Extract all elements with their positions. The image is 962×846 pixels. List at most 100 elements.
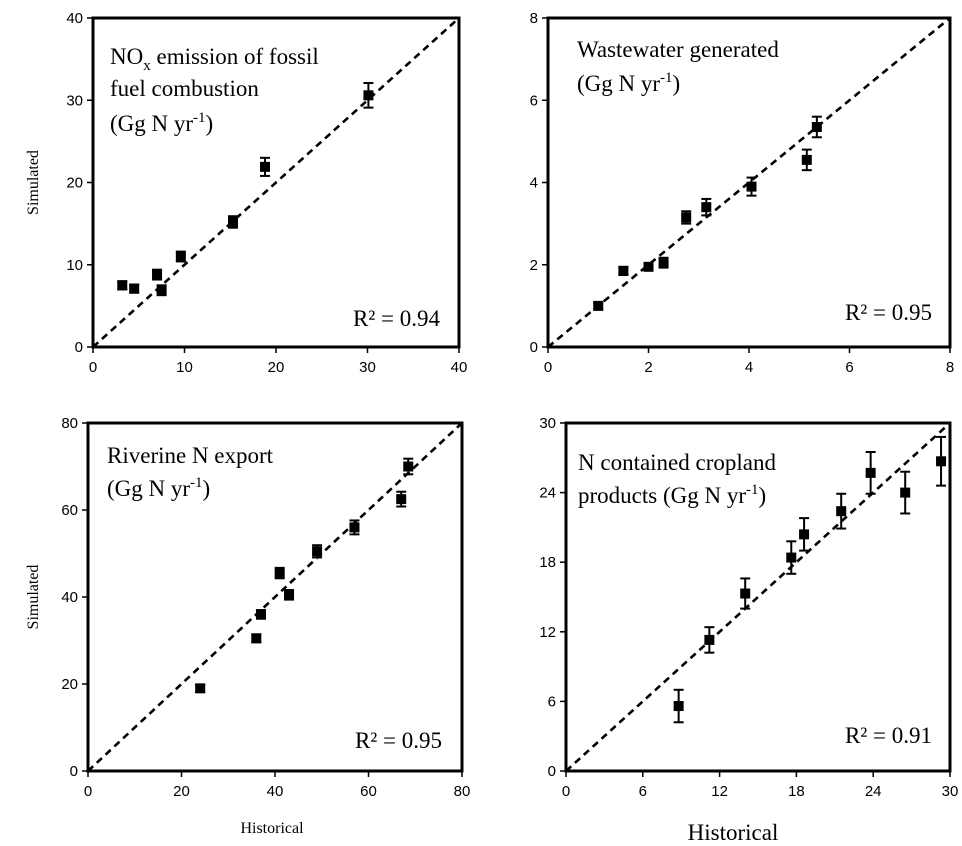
data-point <box>701 197 712 217</box>
point-marker <box>740 588 751 599</box>
y-tick-label: 4 <box>530 175 538 192</box>
y-tick-label: 60 <box>61 502 78 519</box>
point-marker <box>195 683 206 694</box>
point-marker <box>900 487 911 498</box>
point-marker <box>936 456 947 467</box>
x-tick-label: 40 <box>267 783 284 800</box>
chart-title-line: products (Gg N yr-1) <box>578 482 766 508</box>
data-point <box>865 451 876 495</box>
x-tick-label: 12 <box>711 783 728 800</box>
point-marker <box>836 506 847 517</box>
chart-panel-1: 0 10 20 30 40 0 10 20 30 40 NOx emission of fossil… <box>25 10 467 376</box>
chart-title-line: (Gg N yr-1) <box>107 475 210 501</box>
data-point <box>129 283 140 294</box>
point-marker <box>801 154 812 165</box>
point-marker <box>618 265 629 276</box>
y-tick-label: 40 <box>66 10 83 27</box>
chart-panel-2: 0 2 4 6 8 0 2 4 6 8 Wastewater generated (Gg N yr-1… <box>530 10 955 376</box>
point-marker <box>175 251 186 262</box>
plot-frame <box>564 421 952 773</box>
data-point <box>195 683 206 694</box>
y-tick-label: 40 <box>61 589 78 606</box>
data-point <box>284 589 295 601</box>
data-point <box>156 284 167 297</box>
point-marker <box>274 568 285 579</box>
y-axis-label: Simulated <box>25 565 42 630</box>
y-tick-label: 18 <box>539 554 556 571</box>
x-tick-label: 0 <box>544 359 552 376</box>
chart-panel-3: 0 20 40 60 80 0 20 40 60 80 Riverine N export (Gg N… <box>25 415 470 837</box>
one-to-one-line <box>92 17 460 348</box>
x-tick-label: 30 <box>942 783 959 800</box>
data-point <box>175 250 186 263</box>
data-point <box>274 566 285 580</box>
y-tick-label: 0 <box>75 339 83 356</box>
point-marker <box>284 589 295 600</box>
y-tick-label: 0 <box>70 763 78 780</box>
x-tick-label: 0 <box>89 359 97 376</box>
data-point <box>704 626 715 654</box>
chart-title-line: N contained cropland <box>578 450 776 475</box>
point-marker <box>865 467 876 478</box>
chart-title-line: NOx emission of fossil <box>110 44 319 74</box>
data-point <box>227 215 238 229</box>
x-tick-label: 0 <box>562 783 570 800</box>
r-squared-label: R² = 0.91 <box>845 723 932 748</box>
data-point <box>900 470 911 515</box>
data-point <box>786 540 797 575</box>
point-marker <box>117 280 128 291</box>
chart-title-line: (Gg N yr-1) <box>110 110 213 136</box>
y-tick-label: 6 <box>530 92 538 109</box>
x-tick-label: 4 <box>745 359 753 376</box>
x-tick-label: 80 <box>454 783 471 800</box>
data-point <box>643 261 654 272</box>
y-tick-label: 30 <box>66 92 83 109</box>
point-marker <box>403 461 414 472</box>
data-point <box>593 300 604 311</box>
y-tick-label: 2 <box>530 257 538 274</box>
x-axis-label: Historical <box>240 820 304 837</box>
x-axis-label: Historical <box>688 820 779 845</box>
one-to-one-line <box>87 422 463 772</box>
point-marker <box>156 285 167 296</box>
point-marker <box>643 261 654 272</box>
x-tick-label: 6 <box>639 783 647 800</box>
r-squared-label: R² = 0.95 <box>355 728 442 753</box>
point-marker <box>260 161 271 172</box>
point-marker <box>227 216 238 227</box>
data-point <box>396 490 407 508</box>
y-tick-label: 10 <box>66 257 83 274</box>
x-tick-label: 8 <box>946 359 954 376</box>
point-marker <box>746 181 757 192</box>
chart-title-line: Riverine N export <box>107 443 274 468</box>
data-point <box>801 148 812 172</box>
x-tick-label: 30 <box>359 359 376 376</box>
x-tick-label: 24 <box>865 783 882 800</box>
data-point <box>152 268 163 281</box>
point-marker <box>673 701 684 712</box>
point-marker <box>363 90 374 101</box>
y-tick-label: 6 <box>548 693 556 710</box>
data-point <box>681 210 692 225</box>
data-point <box>260 156 271 177</box>
point-marker <box>129 283 140 294</box>
x-tick-label: 10 <box>176 359 193 376</box>
r-squared-label: R² = 0.94 <box>353 306 440 331</box>
point-marker <box>396 494 407 505</box>
y-tick-label: 80 <box>61 415 78 432</box>
point-marker <box>658 257 669 268</box>
point-marker <box>593 300 604 311</box>
data-point <box>312 544 323 559</box>
y-tick-label: 0 <box>530 339 538 356</box>
data-point <box>363 81 374 109</box>
point-marker <box>312 546 323 557</box>
data-point <box>658 256 669 269</box>
x-tick-label: 40 <box>451 359 468 376</box>
point-marker <box>704 634 715 645</box>
data-point <box>746 176 757 197</box>
y-tick-label: 30 <box>539 415 556 432</box>
data-point <box>251 633 262 644</box>
y-axis-label: Simulated <box>25 150 42 215</box>
x-tick-label: 20 <box>173 783 190 800</box>
